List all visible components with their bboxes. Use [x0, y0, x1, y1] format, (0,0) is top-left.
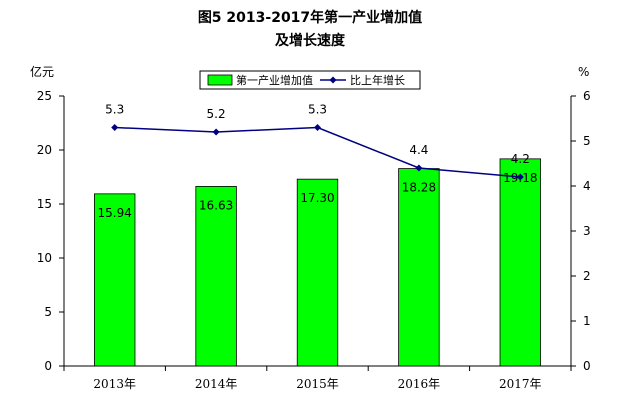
left-tick-label: 25 [37, 89, 52, 103]
legend-line-marker [329, 76, 337, 84]
left-axis-unit: 亿元 [30, 64, 54, 79]
bar [398, 168, 440, 367]
bar-value-label: 16.63 [199, 198, 233, 212]
line-value-label: 4.4 [409, 143, 428, 157]
line-value-label: 5.3 [105, 103, 124, 117]
right-tick-label: 1 [583, 314, 591, 328]
line-value-label: 4.2 [511, 152, 530, 166]
bar-value-label: 17.30 [300, 191, 334, 205]
legend-bar-label: 第一产业增加值 [236, 73, 313, 87]
plot-area: 0 5 10 15 20 25 0 1 2 3 4 5 6 2013年 2014年 2015年 2016年 201… [37, 89, 591, 391]
left-tick-label: 15 [37, 197, 52, 211]
x-tick-label: 2014年 [195, 377, 238, 391]
right-tick-label: 2 [583, 269, 591, 283]
bar-value-label: 18.28 [402, 181, 436, 195]
line-point-marker [415, 164, 423, 172]
line-value-label: 5.3 [308, 103, 327, 117]
right-tick-label: 0 [583, 359, 591, 373]
left-tick-label: 10 [37, 251, 52, 265]
bar [499, 158, 541, 367]
line-point-marker [212, 128, 220, 136]
x-tick-label: 2015年 [296, 377, 339, 391]
legend-line-label: 比上年增长 [350, 73, 405, 87]
legend-box [199, 70, 421, 90]
line-point-marker [111, 124, 119, 131]
x-tick-label: 2016年 [398, 377, 441, 391]
line-point-marker [314, 124, 321, 131]
bar [296, 178, 339, 367]
right-axis-unit: % [578, 65, 589, 79]
left-tick-label: 20 [37, 143, 52, 157]
right-tick-label: 3 [583, 224, 591, 238]
bar [94, 193, 136, 367]
bar-value-label: 15.94 [98, 206, 132, 220]
right-tick-label: 5 [583, 134, 591, 148]
chart-subtitle: 及增长速度 [275, 32, 346, 49]
legend-bar-swatch [207, 74, 233, 86]
chart-title: 图5 2013-2017年第一产业增加值 [198, 9, 422, 26]
line-value-label: 5.2 [207, 107, 226, 121]
legend: 第一产业增加值 比上年增长 [199, 70, 421, 90]
right-tick-label: 6 [583, 89, 591, 103]
growth-line [114, 126, 521, 178]
left-tick-label: 0 [44, 359, 52, 373]
x-tick-label: 2013年 [93, 377, 136, 391]
bar [195, 185, 237, 367]
right-tick-label: 4 [583, 179, 591, 193]
line-point-marker [516, 173, 524, 181]
left-tick-label: 5 [44, 305, 52, 319]
x-tick-label: 2017年 [499, 377, 542, 391]
